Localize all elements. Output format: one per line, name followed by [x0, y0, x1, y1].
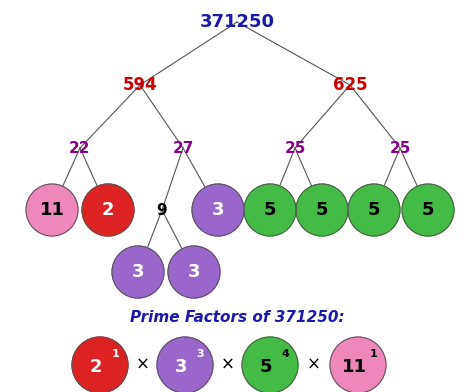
Ellipse shape	[157, 337, 213, 392]
Text: 11: 11	[39, 201, 64, 219]
Text: Prime Factors of 371250:: Prime Factors of 371250:	[130, 310, 344, 325]
Ellipse shape	[330, 337, 386, 392]
Text: 5: 5	[260, 358, 272, 376]
Text: 5: 5	[422, 201, 434, 219]
Text: 3: 3	[197, 349, 204, 359]
Text: 5: 5	[264, 201, 276, 219]
Ellipse shape	[402, 184, 454, 236]
Text: 594: 594	[123, 76, 157, 94]
Text: ×: ×	[307, 356, 321, 374]
Ellipse shape	[242, 337, 298, 392]
Text: 1: 1	[111, 349, 119, 359]
Text: 1: 1	[370, 349, 377, 359]
Text: 3: 3	[212, 201, 224, 219]
Text: 3: 3	[188, 263, 200, 281]
Text: 5: 5	[316, 201, 328, 219]
Text: 2: 2	[102, 201, 114, 219]
Ellipse shape	[72, 337, 128, 392]
Text: ×: ×	[136, 356, 150, 374]
Text: 25: 25	[389, 140, 410, 156]
Ellipse shape	[26, 184, 78, 236]
Text: 371250: 371250	[200, 13, 274, 31]
Ellipse shape	[112, 246, 164, 298]
Text: 4: 4	[282, 349, 289, 359]
Ellipse shape	[244, 184, 296, 236]
Ellipse shape	[82, 184, 134, 236]
Text: 9: 9	[157, 203, 167, 218]
Ellipse shape	[168, 246, 220, 298]
Text: 22: 22	[69, 140, 91, 156]
Text: 2: 2	[90, 358, 102, 376]
Text: 3: 3	[175, 358, 187, 376]
Text: 27: 27	[173, 140, 194, 156]
Text: 625: 625	[333, 76, 367, 94]
Text: ×: ×	[221, 356, 235, 374]
Text: 3: 3	[132, 263, 144, 281]
Text: 11: 11	[341, 358, 366, 376]
Ellipse shape	[348, 184, 400, 236]
Ellipse shape	[296, 184, 348, 236]
Text: 25: 25	[284, 140, 306, 156]
Ellipse shape	[192, 184, 244, 236]
Text: 5: 5	[368, 201, 380, 219]
